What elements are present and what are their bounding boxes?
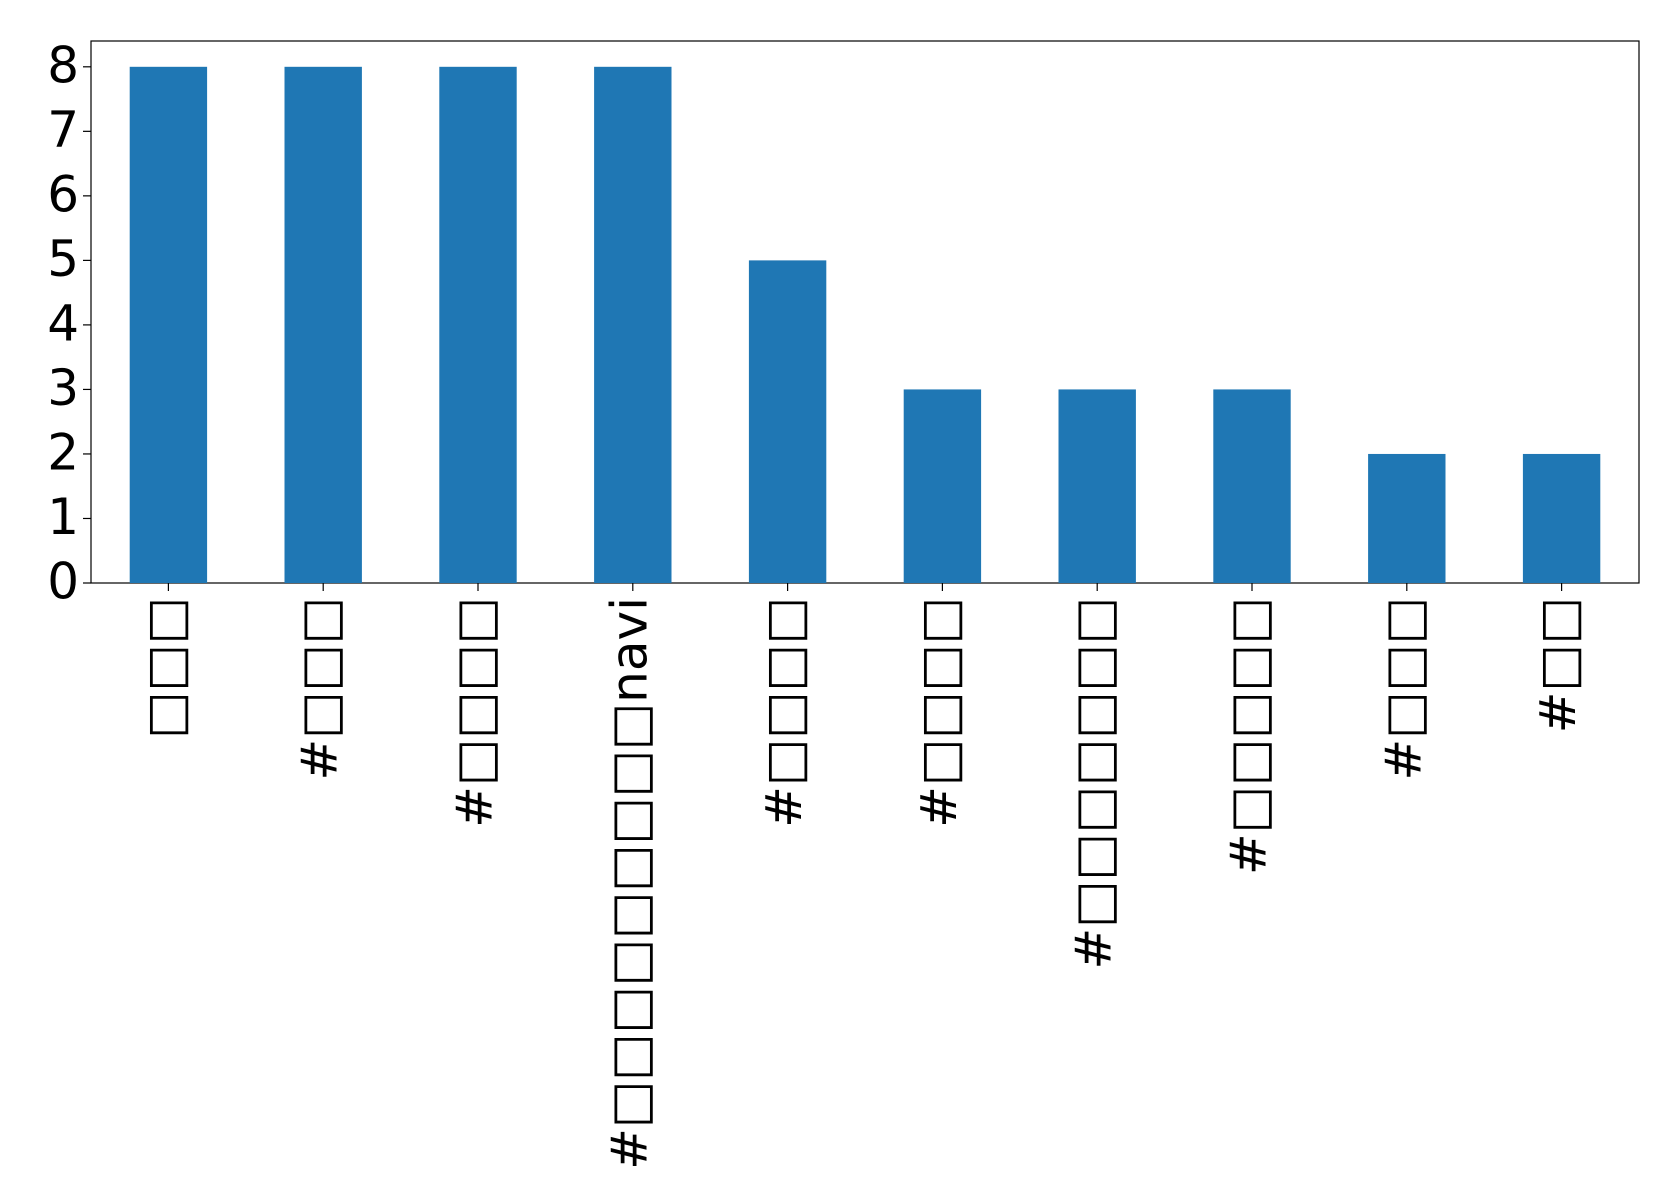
y-tick-label: 5 <box>47 230 79 288</box>
y-tick-label: 6 <box>47 165 79 223</box>
y-tick-label: 3 <box>47 359 79 417</box>
x-tick-label: #□□□□□ <box>1220 597 1278 875</box>
bar <box>1368 453 1446 583</box>
bar <box>748 260 827 583</box>
y-tick-label: 7 <box>47 101 79 159</box>
bar <box>594 66 672 584</box>
bar <box>903 389 982 583</box>
y-tick-label: 8 <box>47 36 79 94</box>
bar <box>1522 453 1601 583</box>
x-tick-label: #□□□□□□□ <box>1065 597 1123 970</box>
x-tick-label: #□□□ <box>291 597 349 781</box>
x-tick-label: #□□□□ <box>910 597 968 828</box>
x-tick-label: #□□□□□□□□□navi <box>600 597 658 1170</box>
bar <box>1058 389 1136 583</box>
y-tick-label: 1 <box>47 488 79 546</box>
x-tick-label: #□□□□ <box>446 597 504 828</box>
y-tick-label: 0 <box>47 553 79 611</box>
y-tick-label: 2 <box>47 423 79 481</box>
bar <box>439 66 517 584</box>
x-tick-label: #□□□ <box>1374 597 1432 781</box>
x-tick-label: #□□ <box>1529 597 1587 733</box>
x-tick-label: □□□ <box>136 597 194 739</box>
plot-frame <box>90 40 1640 584</box>
y-tick-label: 4 <box>47 294 79 352</box>
bar <box>129 66 208 584</box>
bar <box>284 66 362 584</box>
x-tick-label: #□□□□ <box>755 597 813 828</box>
bar <box>1213 389 1291 583</box>
